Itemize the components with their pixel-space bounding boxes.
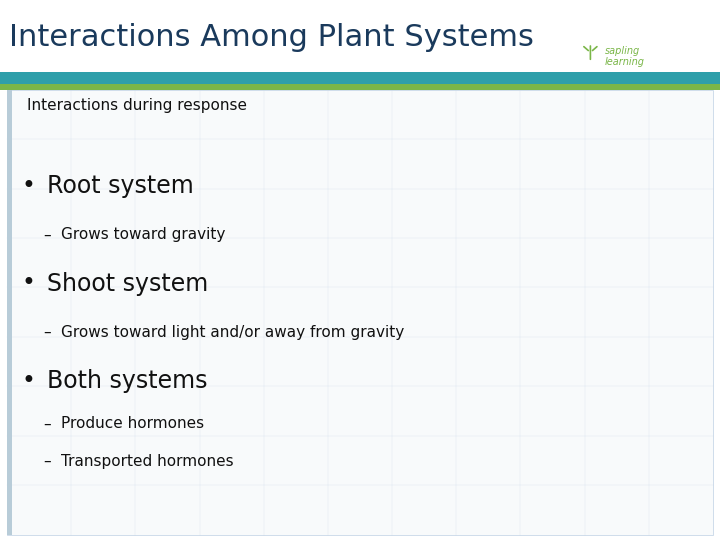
Text: •: •	[22, 369, 35, 393]
Text: –: –	[43, 227, 51, 242]
Text: Produce hormones: Produce hormones	[61, 416, 204, 431]
Text: Interactions Among Plant Systems: Interactions Among Plant Systems	[9, 23, 534, 52]
Text: –: –	[43, 325, 51, 340]
Text: •: •	[22, 174, 35, 198]
Text: Interactions during response: Interactions during response	[27, 98, 248, 113]
Text: –: –	[43, 416, 51, 431]
Text: Both systems: Both systems	[47, 369, 207, 393]
Bar	[0, 84, 720, 90]
Text: Grows toward light and/or away from gravity: Grows toward light and/or away from grav…	[61, 325, 405, 340]
Text: –: –	[43, 454, 51, 469]
Text: Transported hormones: Transported hormones	[61, 454, 234, 469]
Text: learning: learning	[605, 57, 645, 67]
Text: sapling: sapling	[605, 46, 640, 56]
Bar	[7, 90, 12, 535]
Text: Grows toward gravity: Grows toward gravity	[61, 227, 225, 242]
Text: •: •	[22, 272, 35, 295]
Bar	[7, 90, 713, 535]
Text: Shoot system: Shoot system	[47, 272, 208, 295]
Bar	[0, 72, 720, 84]
Text: Root system: Root system	[47, 174, 194, 198]
